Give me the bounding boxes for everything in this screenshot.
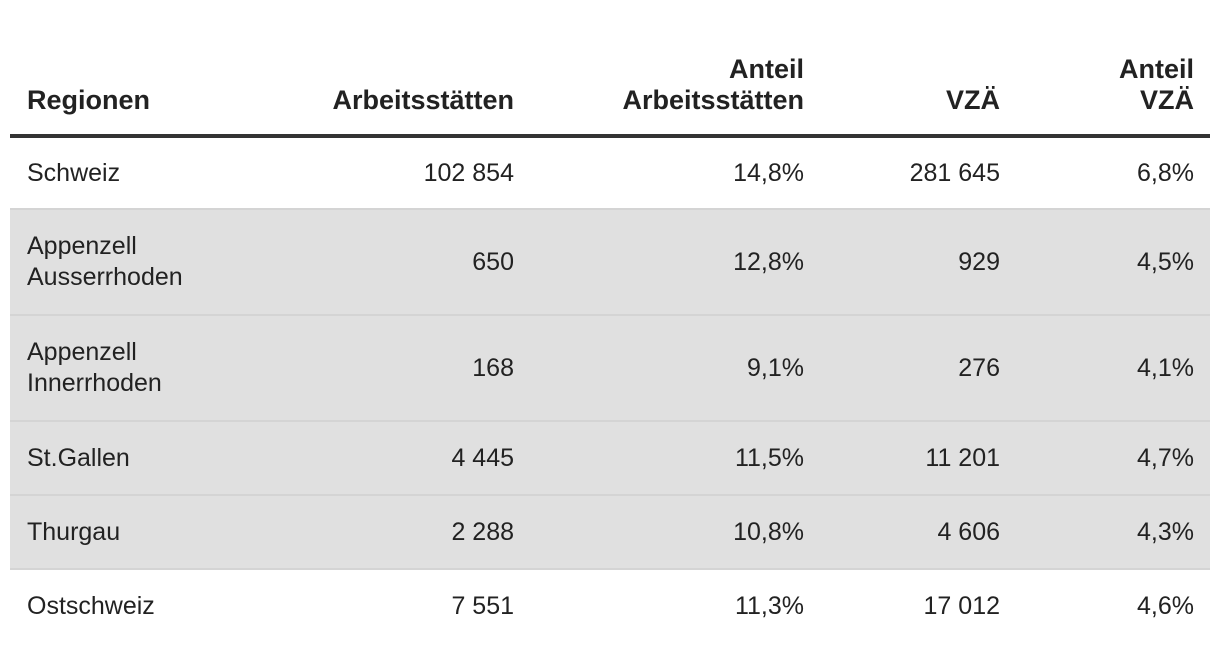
value-cell: 276 — [820, 315, 1016, 422]
region-cell: Appenzell Ausserrhoden — [10, 209, 230, 316]
value-cell: 4 445 — [230, 421, 530, 496]
value-cell: 9,1% — [530, 315, 820, 422]
table-row: Schweiz 102 854 14,8% 281 645 6,8% — [10, 136, 1210, 210]
value-cell: 17 012 — [923, 592, 1000, 620]
value-cell: 281 645 — [820, 136, 1016, 210]
region-cell: Appenzell Innerrhoden — [10, 315, 230, 422]
column-header: Arbeitsstätten — [230, 40, 530, 138]
table-row: Appenzell Ausserrhoden 650 12,8% 929 4,5% — [10, 209, 1210, 316]
region-cell: Thurgau — [10, 495, 230, 570]
value-cell: 6,8% — [1016, 136, 1210, 210]
value-cell: 102 854 — [230, 136, 530, 210]
data-table: Regionen Arbeitsstätten Anteil Arbeitsstät… — [10, 40, 1210, 643]
value-cell: 168 — [230, 315, 530, 422]
value-cell: 10,8% — [530, 495, 820, 570]
table-row: St.Gallen 4 445 11,5% 11 201 4,7% — [10, 421, 1210, 496]
region-cell: Schweiz — [10, 136, 230, 210]
value-cell: 14,8% — [530, 136, 820, 210]
table-body: Schweiz 102 854 14,8% 281 645 6,8% Appenzell … — [10, 136, 1210, 643]
value-cell: 4,3% — [1016, 495, 1210, 570]
value-cell: 650 — [230, 209, 530, 316]
value-cell: 929 — [820, 209, 1016, 316]
value-cell: 11,3% — [734, 592, 804, 620]
column-header: Anteil Arbeitsstätten — [530, 40, 820, 138]
value-cell: 4,7% — [1016, 421, 1210, 496]
region-cell: Ostschweiz — [27, 592, 155, 620]
column-header: VZÄ — [820, 40, 1016, 138]
region-cell: St.Gallen — [10, 421, 230, 496]
column-header: Anteil VZÄ — [1016, 40, 1210, 138]
value-cell: 4 606 — [820, 495, 1016, 570]
value-cell: 11 201 — [820, 421, 1016, 496]
table-header: Regionen Arbeitsstätten Anteil Arbeitsstät… — [10, 40, 1210, 138]
table-row: Appenzell Innerrhoden 168 9,1% 276 4,1% — [10, 315, 1210, 422]
value-cell: 12,8% — [530, 209, 820, 316]
value-cell: 2 288 — [230, 495, 530, 570]
column-header: Regionen — [10, 40, 230, 138]
value-cell: 4,6% — [1137, 592, 1194, 620]
value-cell: 4,1% — [1016, 315, 1210, 422]
table-row: Ostschweiz 7 551 11,3% 17 012 4,6% — [10, 569, 1210, 643]
value-cell: 7 551 — [451, 592, 514, 620]
value-cell: 11,5% — [530, 421, 820, 496]
header-row: Regionen Arbeitsstätten Anteil Arbeitsstät… — [10, 40, 1210, 138]
value-cell: 4,5% — [1016, 209, 1210, 316]
table-row: Thurgau 2 288 10,8% 4 606 4,3% — [10, 495, 1210, 570]
